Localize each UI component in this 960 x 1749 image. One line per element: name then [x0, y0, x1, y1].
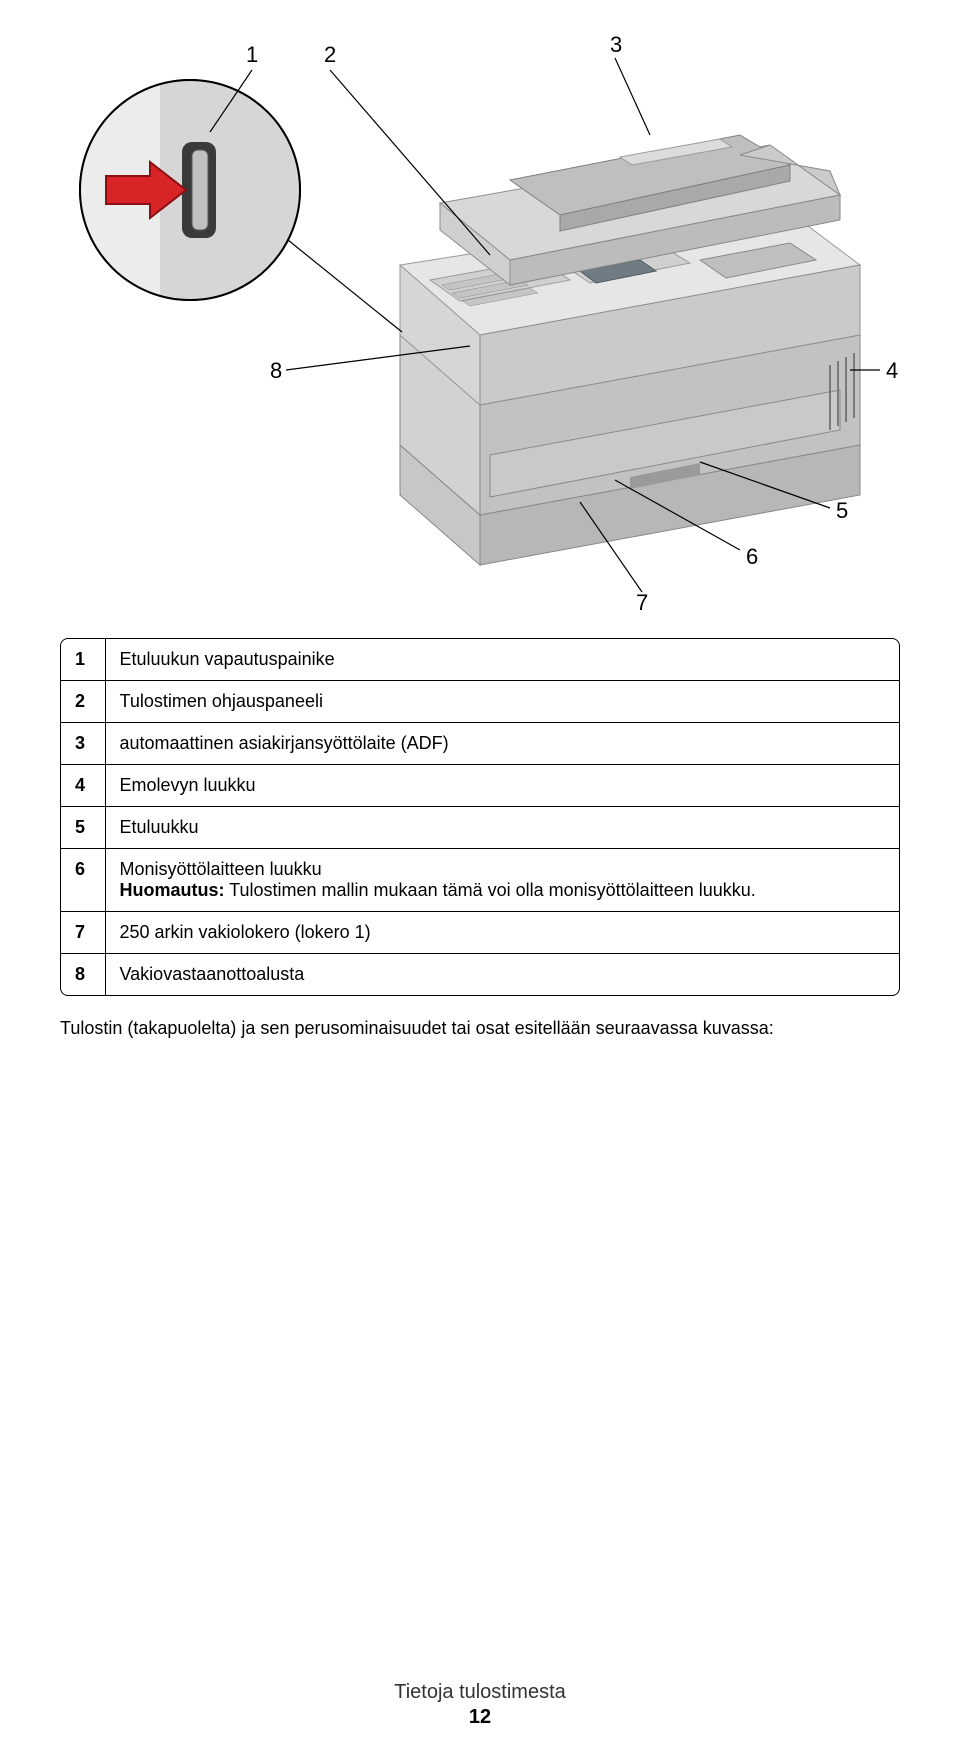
row-desc: Tulostimen ohjauspaneeli: [105, 681, 899, 723]
row-desc: Etuluukku: [105, 807, 899, 849]
row-desc: automaattinen asiakirjansyöttölaite (ADF…: [105, 723, 899, 765]
row-desc: Monisyöttölaitteen luukku Huomautus: Tul…: [105, 849, 899, 912]
row-num: 1: [61, 639, 105, 681]
row-num: 7: [61, 912, 105, 954]
callout-3: 3: [610, 32, 622, 57]
row-desc-text: Monisyöttölaitteen luukku: [120, 859, 322, 879]
callout-7: 7: [636, 590, 648, 615]
row-desc: Emolevyn luukku: [105, 765, 899, 807]
callout-6: 6: [746, 544, 758, 569]
callout-2: 2: [324, 42, 336, 67]
row-num: 5: [61, 807, 105, 849]
note-text: Tulostimen mallin mukaan tämä voi olla m…: [225, 880, 756, 900]
row-num: 4: [61, 765, 105, 807]
page-footer: Tietoja tulostimesta 12: [60, 1681, 900, 1729]
callout-1: 1: [246, 42, 258, 67]
row-desc: Etuluukun vapautuspainike: [105, 639, 899, 681]
callout-5: 5: [836, 498, 848, 523]
row-num: 8: [61, 954, 105, 996]
callout-8: 8: [270, 358, 282, 383]
parts-table: 1 Etuluukun vapautuspainike 2 Tulostimen…: [60, 638, 900, 996]
note-label: Huomautus:: [120, 880, 225, 900]
footer-title: Tietoja tulostimesta: [60, 1681, 900, 1704]
printer-diagram: 1 2 3 4 5 6 7 8: [60, 30, 900, 630]
row-num: 2: [61, 681, 105, 723]
row-desc: Vakiovastaanottoalusta: [105, 954, 899, 996]
body-paragraph: Tulostin (takapuolelta) ja sen perusomin…: [60, 1016, 900, 1041]
row-num: 6: [61, 849, 105, 912]
callout-4: 4: [886, 358, 898, 383]
footer-page-number: 12: [60, 1706, 900, 1729]
row-desc: 250 arkin vakiolokero (lokero 1): [105, 912, 899, 954]
row-num: 3: [61, 723, 105, 765]
